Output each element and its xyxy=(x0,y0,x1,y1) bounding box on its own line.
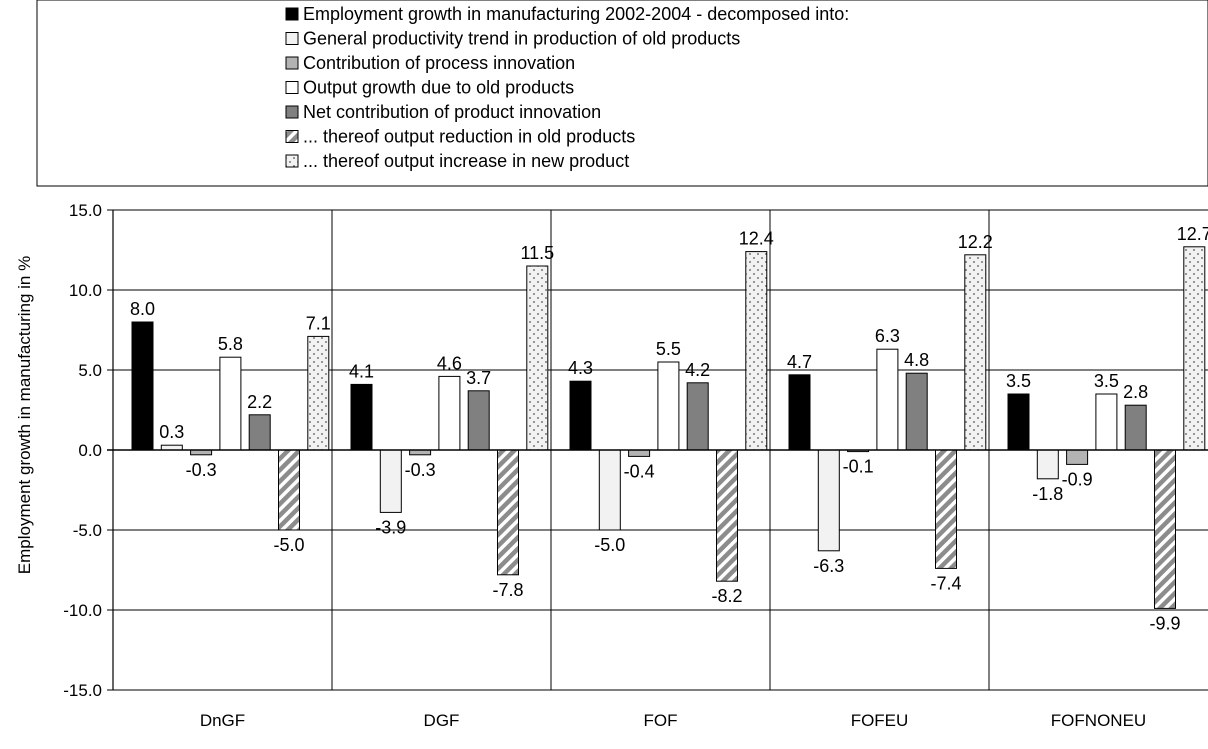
bar-dgf-s7 xyxy=(527,266,548,450)
legend-entry-5: Net contribution of product innovation xyxy=(303,102,601,122)
y-tick-label: 15.0 xyxy=(69,201,102,220)
data-label-fofeu-s5: 4.8 xyxy=(904,350,929,370)
bar-fof-s6 xyxy=(717,450,738,581)
bar-fofeu-s6 xyxy=(936,450,957,568)
legend-entry-4: Output growth due to old products xyxy=(303,78,574,98)
y-tick-label: -10.0 xyxy=(63,601,102,620)
data-label-fofnoneu-s6: -9.9 xyxy=(1149,613,1180,633)
data-label-fof-s3: -0.4 xyxy=(624,461,655,481)
category-label-dngf: DnGF xyxy=(200,711,245,730)
bar-fof-s1 xyxy=(570,381,591,450)
category-label-fof: FOF xyxy=(644,711,678,730)
data-label-fofnoneu-s7: 12.7 xyxy=(1177,224,1208,244)
data-label-fof-s2: -5.0 xyxy=(594,535,625,555)
bar-fofeu-s2 xyxy=(818,450,839,551)
bar-dgf-s6 xyxy=(498,450,519,575)
data-label-dngf-s5: 2.2 xyxy=(247,392,272,412)
data-label-fofnoneu-s3: -0.9 xyxy=(1062,469,1093,489)
bar-dngf-s5 xyxy=(249,415,270,450)
data-label-fofnoneu-s5: 2.8 xyxy=(1123,382,1148,402)
data-label-fofeu-s4: 6.3 xyxy=(875,326,900,346)
bar-dngf-s7 xyxy=(308,336,329,450)
y-tick-label: -5.0 xyxy=(73,521,102,540)
legend-swatch-4 xyxy=(286,82,298,94)
bar-fofnoneu-s1 xyxy=(1008,394,1029,450)
data-label-dngf-s7: 7.1 xyxy=(306,313,331,333)
legend-entry-3: Contribution of process innovation xyxy=(303,53,575,73)
data-label-dgf-s5: 3.7 xyxy=(466,368,491,388)
legend-swatch-7 xyxy=(286,155,298,167)
y-tick-label: -15.0 xyxy=(63,681,102,700)
bar-dngf-s1 xyxy=(132,322,153,450)
data-label-fofeu-s6: -7.4 xyxy=(930,573,961,593)
data-label-fof-s1: 4.3 xyxy=(568,358,593,378)
category-label-fofeu: FOFEU xyxy=(851,711,909,730)
bar-fofeu-s5 xyxy=(906,373,927,450)
legend-entry-7: ... thereof output increase in new produ… xyxy=(303,151,629,171)
bar-fof-s3 xyxy=(629,450,650,456)
y-axis-title: Employment growth in manufacturing in % xyxy=(15,256,34,574)
bar-fof-s5 xyxy=(687,383,708,450)
data-label-fof-s6: -8.2 xyxy=(711,586,742,606)
bar-fof-s7 xyxy=(746,252,767,450)
data-label-fofnoneu-s1: 3.5 xyxy=(1006,371,1031,391)
bar-fof-s4 xyxy=(658,362,679,450)
legend-entry-6: ... thereof output reduction in old prod… xyxy=(303,127,635,147)
legend: Employment growth in manufacturing 2002-… xyxy=(37,0,1208,186)
bar-fofnoneu-s5 xyxy=(1125,405,1146,450)
bar-fofeu-s1 xyxy=(789,375,810,450)
data-label-dngf-s4: 5.8 xyxy=(218,334,243,354)
y-tick-label: 5.0 xyxy=(78,361,102,380)
data-label-fof-s4: 5.5 xyxy=(656,339,681,359)
bar-fof-s2 xyxy=(599,450,620,530)
data-label-fofnoneu-s2: -1.8 xyxy=(1032,484,1063,504)
legend-swatch-2 xyxy=(286,33,298,45)
data-label-dgf-s3: -0.3 xyxy=(405,460,436,480)
legend-swatch-5 xyxy=(286,106,298,118)
y-tick-label: 10.0 xyxy=(69,281,102,300)
bar-fofeu-s4 xyxy=(877,349,898,450)
data-label-fof-s7: 12.4 xyxy=(739,229,774,249)
data-label-dgf-s2: -3.9 xyxy=(375,517,406,537)
bar-dgf-s5 xyxy=(468,391,489,450)
data-label-fofeu-s7: 12.2 xyxy=(958,232,993,252)
bar-fofnoneu-s4 xyxy=(1096,394,1117,450)
bar-dgf-s2 xyxy=(380,450,401,512)
data-label-fofeu-s3: -0.1 xyxy=(843,457,874,477)
data-label-fofeu-s2: -6.3 xyxy=(813,556,844,576)
bar-fofnoneu-s2 xyxy=(1037,450,1058,479)
bar-dgf-s4 xyxy=(439,376,460,450)
data-label-dgf-s6: -7.8 xyxy=(492,580,523,600)
data-label-fofeu-s1: 4.7 xyxy=(787,352,812,372)
data-label-dgf-s4: 4.6 xyxy=(437,353,462,373)
legend-swatch-3 xyxy=(286,57,298,69)
category-labels: DnGF DGF FOF FOFEU FOFNONEU xyxy=(200,711,1146,730)
y-tick-labels: 15.0 10.0 5.0 0.0 -5.0 -10.0 -15.0 xyxy=(63,201,102,700)
bar-dngf-s6 xyxy=(279,450,300,530)
data-label-dngf-s2: 0.3 xyxy=(159,422,184,442)
legend-entry-2: General productivity trend in production… xyxy=(303,29,740,49)
bar-dngf-s4 xyxy=(220,357,241,450)
category-label-dgf: DGF xyxy=(424,711,460,730)
bar-fofeu-s7 xyxy=(965,255,986,450)
data-label-fof-s5: 4.2 xyxy=(685,360,710,380)
bar-fofnoneu-s7 xyxy=(1184,247,1205,450)
data-label-fofnoneu-s4: 3.5 xyxy=(1094,371,1119,391)
bar-fofnoneu-s6 xyxy=(1155,450,1176,608)
bar-dgf-s1 xyxy=(351,384,372,450)
data-label-dngf-s3: -0.3 xyxy=(186,460,217,480)
legend-entry-1: Employment growth in manufacturing 2002-… xyxy=(303,4,849,24)
data-label-dngf-s6: -5.0 xyxy=(273,535,304,555)
data-label-dngf-s1: 8.0 xyxy=(130,299,155,319)
bar-fofnoneu-s3 xyxy=(1067,450,1088,464)
axes xyxy=(107,210,1208,690)
y-tick-label: 0.0 xyxy=(78,441,102,460)
category-label-fofnoneu: FOFNONEU xyxy=(1051,711,1146,730)
data-label-dgf-s7: 11.5 xyxy=(520,243,554,263)
legend-swatch-1 xyxy=(286,8,298,20)
data-label-dgf-s1: 4.1 xyxy=(349,361,374,381)
legend-swatch-6 xyxy=(286,131,298,143)
